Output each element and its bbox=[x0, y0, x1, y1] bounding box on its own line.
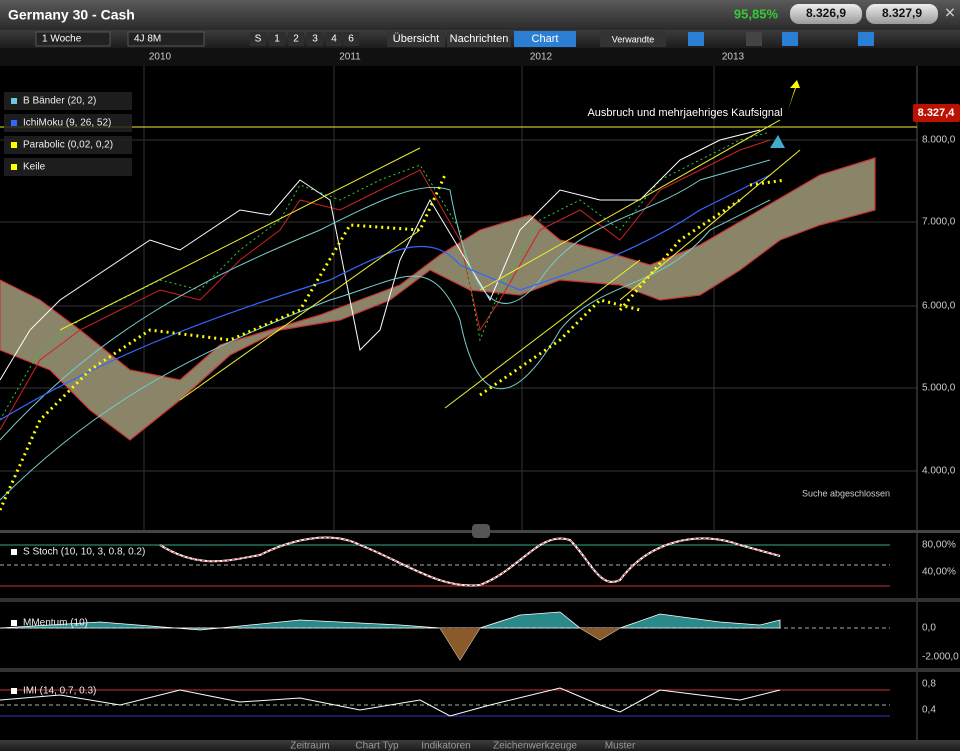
range-select[interactable] bbox=[127, 31, 205, 47]
ask-box[interactable] bbox=[866, 4, 938, 24]
range: 4J 8M bbox=[134, 34, 161, 45]
toolbar-button[interactable] bbox=[269, 32, 285, 46]
annotation: Ausbruch und mehrjaehriges Kaufsignal bbox=[587, 107, 782, 119]
bottom-tab[interactable]: Indikatoren bbox=[421, 741, 470, 751]
tab-active[interactable] bbox=[514, 31, 576, 47]
tool-icons bbox=[688, 32, 874, 46]
legend-box[interactable] bbox=[4, 114, 132, 132]
toolbar-button-label: 6 bbox=[348, 34, 354, 45]
resize-handle[interactable] bbox=[472, 524, 490, 538]
bottom-bar bbox=[0, 740, 960, 751]
toolbar-button[interactable] bbox=[343, 32, 359, 46]
toolbar-button[interactable] bbox=[288, 32, 304, 46]
ask: 8.327,9 bbox=[882, 6, 922, 20]
bottom-tab[interactable]: Zeitraum bbox=[290, 741, 329, 751]
status: Suche abgeschlossen bbox=[802, 488, 890, 498]
white-line bbox=[0, 129, 761, 381]
tab-label: Chart bbox=[532, 33, 559, 45]
arrow bbox=[788, 80, 800, 110]
year-label: 2010 bbox=[149, 52, 172, 63]
axis-label: 6.000,0 bbox=[922, 301, 956, 312]
bid-box[interactable] bbox=[790, 4, 862, 24]
tab[interactable] bbox=[387, 31, 445, 47]
legend-swatch bbox=[11, 142, 17, 148]
tab-label: Nachrichten bbox=[450, 33, 509, 45]
legend-swatch bbox=[11, 98, 17, 104]
grid bbox=[0, 66, 917, 530]
interval-select[interactable] bbox=[35, 31, 111, 47]
tab[interactable] bbox=[447, 31, 511, 47]
toolbar-button-label: 3 bbox=[312, 34, 318, 45]
parabolic-sar bbox=[0, 174, 786, 511]
imi-line bbox=[0, 687, 781, 717]
ichimoku-cloud bbox=[0, 157, 876, 441]
arrow bbox=[770, 135, 785, 148]
toolbar-button[interactable] bbox=[326, 32, 342, 46]
candles bbox=[0, 131, 771, 421]
momentum-area bbox=[0, 611, 781, 661]
axis-label: 5.000,0 bbox=[922, 383, 956, 394]
panel-swatch bbox=[11, 688, 17, 694]
axis-label: 8.000,0 bbox=[922, 135, 956, 146]
toolbar-button-label: 2 bbox=[293, 34, 299, 45]
bottom-tab[interactable]: Muster bbox=[605, 741, 636, 751]
time-axis bbox=[0, 48, 960, 66]
legend-box[interactable] bbox=[4, 136, 132, 154]
title: Germany 30 - Cash bbox=[8, 7, 135, 23]
year-label: 2013 bbox=[722, 52, 745, 63]
axis-label: 80,00% bbox=[922, 540, 956, 551]
momentum-negative bbox=[440, 628, 620, 660]
toolbar-button[interactable] bbox=[250, 32, 266, 46]
bottom-tab[interactable]: Zeichenwerkzeuge bbox=[493, 741, 577, 751]
bid: 8.326,9 bbox=[806, 6, 846, 20]
legend-label: Parabolic (0,02, 0,2) bbox=[23, 140, 113, 151]
price-tag-label: 8.327,4 bbox=[918, 107, 956, 119]
axis-label: 0,0 bbox=[922, 623, 936, 634]
axis-label: 0,4 bbox=[922, 705, 936, 716]
price-tag bbox=[913, 104, 960, 122]
axis-label: -2.000,0 bbox=[922, 652, 959, 663]
legend-label: Keile bbox=[23, 162, 46, 173]
change: 95,85% bbox=[734, 6, 779, 21]
panel-name: MMentum (10) bbox=[23, 618, 88, 629]
legend-box[interactable] bbox=[4, 158, 132, 176]
tab-label: Übersicht bbox=[393, 33, 439, 45]
panel-swatch bbox=[11, 620, 17, 626]
panel-swatch bbox=[11, 549, 17, 555]
divider bbox=[0, 668, 960, 672]
interval: 1 Woche bbox=[42, 34, 82, 45]
tab[interactable] bbox=[600, 31, 666, 47]
legend-label: IchiMoku (9, 26, 52) bbox=[23, 118, 111, 129]
bollinger-band bbox=[0, 159, 771, 441]
bottom-tab[interactable]: Chart Typ bbox=[355, 741, 399, 751]
bollinger-band bbox=[0, 199, 771, 501]
toolbar-button-label: 1 bbox=[274, 34, 280, 45]
ichimoku-line bbox=[0, 174, 771, 421]
legend-swatch bbox=[11, 164, 17, 170]
axis-label: 0,8 bbox=[922, 679, 936, 690]
toolbar-button-label: S bbox=[255, 34, 262, 45]
legend-label: B Bänder (20, 2) bbox=[23, 96, 96, 107]
axis-label: 7.000,0 bbox=[922, 217, 956, 228]
tab-label: Verwandte bbox=[612, 34, 655, 44]
divider bbox=[0, 598, 960, 602]
price-line bbox=[0, 139, 771, 431]
toolbar-button-label: 4 bbox=[331, 34, 337, 45]
panel-name: IMI (14, 0.7, 0.3) bbox=[23, 686, 96, 697]
year-label: 2011 bbox=[339, 52, 361, 63]
close-icon[interactable]: ✕ bbox=[944, 5, 956, 21]
axis-label: 4.000,0 bbox=[922, 466, 956, 477]
panel-name: S Stoch (10, 10, 3, 0.8, 0.2) bbox=[23, 547, 145, 558]
legend-box[interactable] bbox=[4, 92, 132, 110]
toolbar-button[interactable] bbox=[307, 32, 323, 46]
year-label: 2012 bbox=[530, 52, 553, 63]
wedge-lines bbox=[0, 119, 917, 409]
legend-swatch bbox=[11, 120, 17, 126]
axis-label: 40,00% bbox=[922, 567, 956, 578]
stoch-signal bbox=[159, 537, 781, 587]
